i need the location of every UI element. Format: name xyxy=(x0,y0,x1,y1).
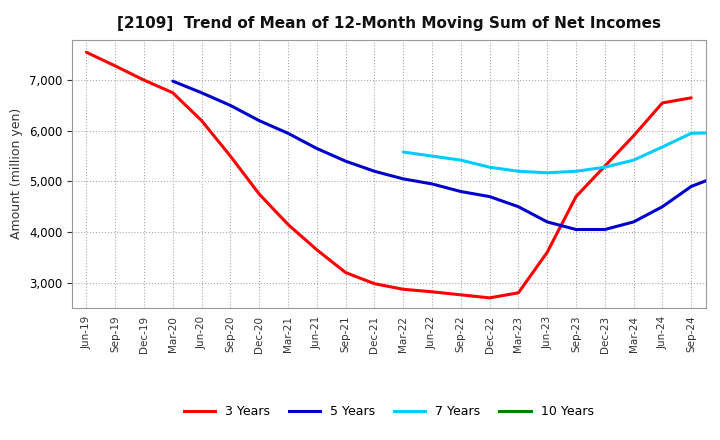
Y-axis label: Amount (million yen): Amount (million yen) xyxy=(10,108,23,239)
Legend: 3 Years, 5 Years, 7 Years, 10 Years: 3 Years, 5 Years, 7 Years, 10 Years xyxy=(179,400,598,423)
Title: [2109]  Trend of Mean of 12-Month Moving Sum of Net Incomes: [2109] Trend of Mean of 12-Month Moving … xyxy=(117,16,661,32)
